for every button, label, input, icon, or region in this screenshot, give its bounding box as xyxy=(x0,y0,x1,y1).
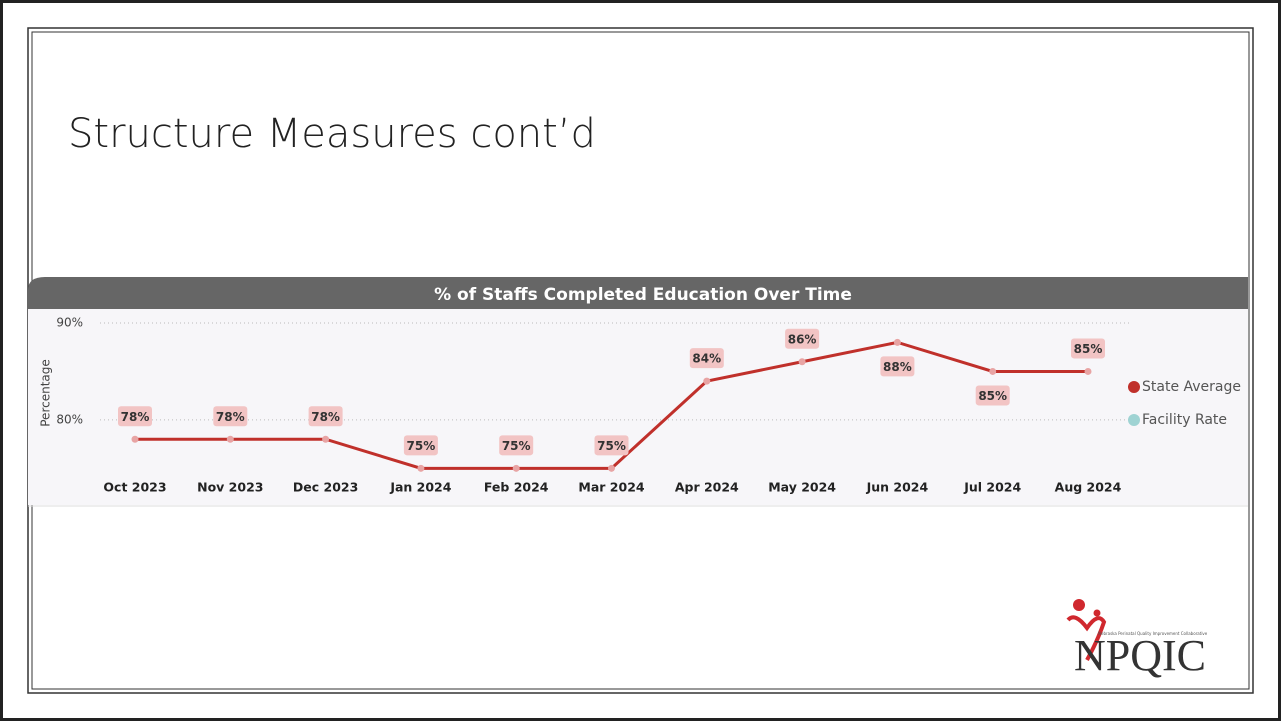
data-point xyxy=(703,377,711,385)
data-label: 75% xyxy=(502,439,531,453)
data-point xyxy=(512,464,520,472)
data-point xyxy=(608,464,615,472)
y-tick-label: 80% xyxy=(56,412,83,426)
data-point xyxy=(989,367,997,375)
data-point xyxy=(417,464,425,472)
y-axis-label: Percentage xyxy=(39,359,53,427)
data-label: 78% xyxy=(216,410,245,424)
data-label: 75% xyxy=(597,439,626,453)
x-tick-label: Jan 2024 xyxy=(389,480,451,495)
x-tick-label: Feb 2024 xyxy=(484,480,549,495)
data-label: 84% xyxy=(692,352,721,366)
data-label-bg xyxy=(403,435,438,456)
logo-dot xyxy=(1073,599,1085,611)
x-tick-label: Jun 2024 xyxy=(866,480,929,495)
data-label-bg xyxy=(689,348,724,369)
data-point xyxy=(131,435,139,443)
data-label-bg xyxy=(785,328,820,349)
data-label-bg xyxy=(213,406,248,427)
x-tick-label: Dec 2023 xyxy=(293,480,358,495)
y-tick-label: 90% xyxy=(56,316,83,330)
data-label-bg xyxy=(499,435,534,456)
data-point xyxy=(798,358,806,366)
logo-dot xyxy=(1093,609,1101,617)
x-tick-label: Jul 2024 xyxy=(963,480,1021,495)
data-label: 86% xyxy=(788,332,817,346)
x-tick-label: Aug 2024 xyxy=(1055,480,1122,495)
data-label: 75% xyxy=(407,439,436,453)
slide-title: Structure Measures cont’d xyxy=(68,111,596,157)
chart-header xyxy=(28,277,1248,309)
data-label-bg xyxy=(308,406,343,427)
data-label: 88% xyxy=(883,360,912,374)
x-tick-label: Apr 2024 xyxy=(675,480,739,495)
data-point xyxy=(226,435,234,443)
x-tick-label: Oct 2023 xyxy=(103,480,166,495)
plot-bg xyxy=(28,309,1248,505)
legend-label: State Average xyxy=(1142,379,1241,395)
x-tick-label: Mar 2024 xyxy=(578,480,644,495)
data-point xyxy=(1084,367,1092,375)
data-label: 78% xyxy=(311,410,340,424)
data-label-bg xyxy=(1071,338,1105,359)
x-tick-label: May 2024 xyxy=(768,480,836,495)
data-label: 85% xyxy=(978,389,1007,403)
data-label-bg xyxy=(118,406,152,427)
logo-heart xyxy=(1066,615,1107,661)
logo: NPQIC Nebraska Perinatal Quality Improve… xyxy=(1066,599,1208,680)
legend-swatch xyxy=(1128,381,1140,393)
x-tick-label: Nov 2023 xyxy=(197,480,263,495)
logo-tagline: Nebraska Perinatal Quality Improvement C… xyxy=(1098,631,1208,636)
data-label: 78% xyxy=(121,410,150,424)
legend-label: Facility Rate xyxy=(1142,412,1227,428)
data-label-bg xyxy=(880,356,915,377)
data-label: 85% xyxy=(1074,342,1103,356)
chart-title: % of Staffs Completed Education Over Tim… xyxy=(434,285,852,305)
data-point xyxy=(893,338,901,346)
legend-swatch xyxy=(1128,414,1140,426)
data-label-bg xyxy=(594,435,629,456)
plot: 80% 90% Oct 2023 Nov 2023 Dec 2023 Jan 2024 Fe… xyxy=(56,316,1241,495)
data-label-bg xyxy=(975,385,1010,406)
logo-name: NPQIC xyxy=(1074,631,1206,680)
data-point xyxy=(322,435,330,443)
